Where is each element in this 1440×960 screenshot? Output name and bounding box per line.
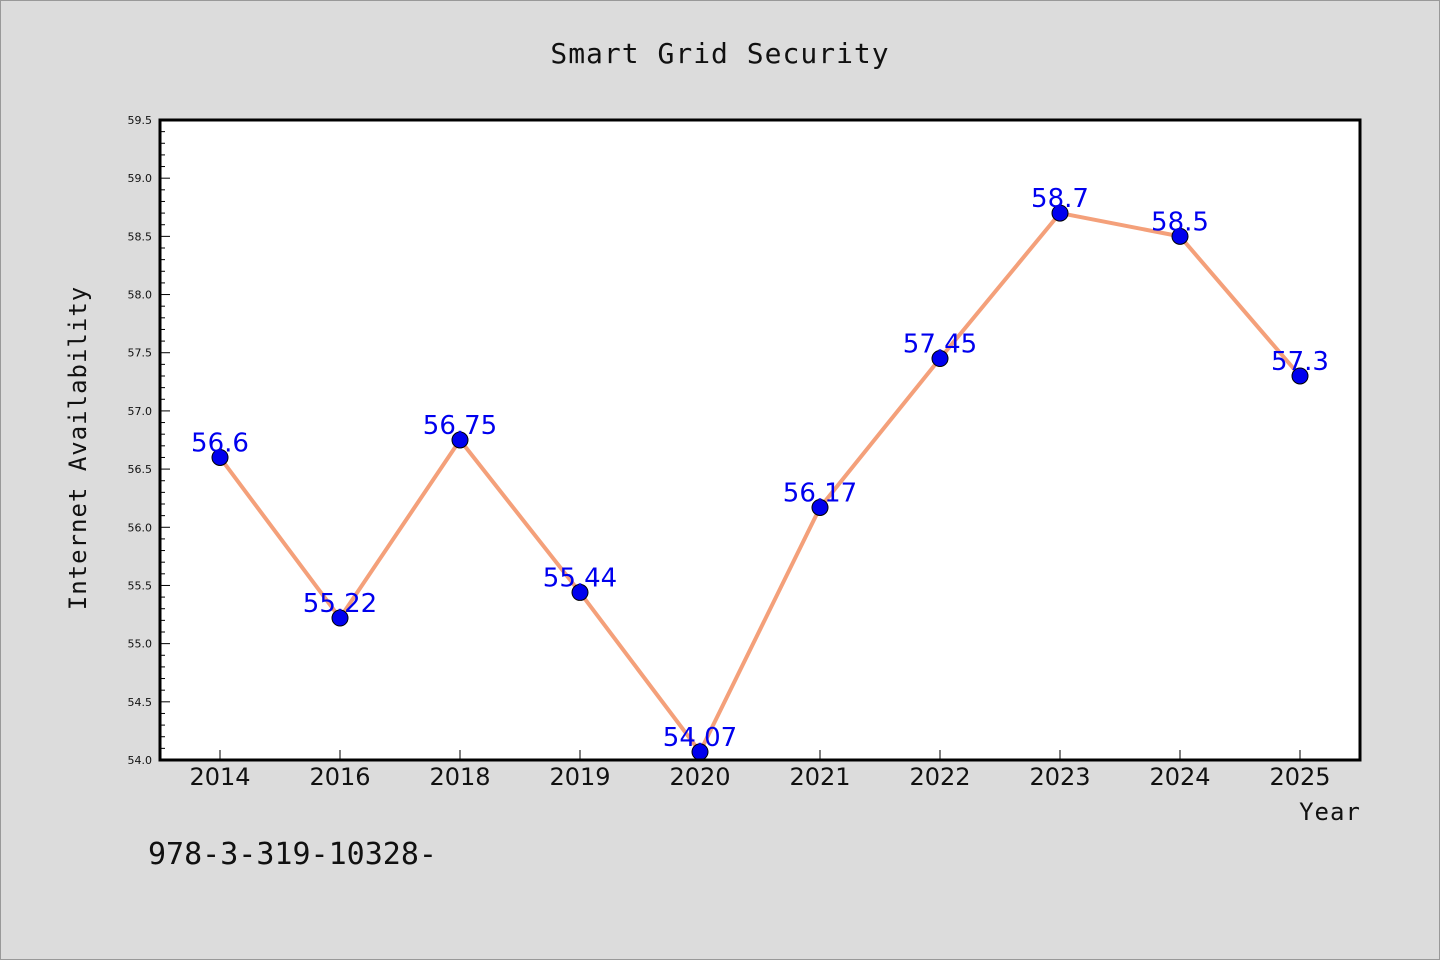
y-tick-label: 57.0	[128, 405, 153, 418]
x-tick-label: 2020	[669, 763, 730, 791]
data-label-group: 56.6 55.22 56.75 55.44 54.07 56.17 57.45 58.7 58…	[191, 184, 1329, 753]
series-line	[218, 211, 1302, 754]
data-point-marker	[211, 448, 229, 466]
data-label: 57.45	[903, 330, 977, 360]
data-point-marker	[451, 431, 469, 449]
data-label: 56.6	[191, 428, 249, 458]
y-axis-title: Internet Availability	[64, 286, 92, 610]
x-tick-label: 2016	[309, 763, 370, 791]
data-label: 55.22	[303, 589, 377, 619]
data-label: 57.3	[1271, 347, 1329, 377]
y-tick-label: 56.5	[128, 463, 153, 476]
y-tick-label: 55.5	[128, 579, 153, 592]
data-label: 58.5	[1151, 207, 1209, 237]
plot-area	[160, 120, 1360, 760]
x-tick-label: 2023	[1029, 763, 1090, 791]
x-tick-label: 2019	[549, 763, 610, 791]
data-point-marker	[331, 609, 349, 627]
data-label: 56.17	[783, 478, 857, 508]
x-axis: 2014 2016 2018 2019 2020 2021 2022 2023 2024 2025	[189, 750, 1331, 791]
data-label: 54.07	[663, 723, 737, 753]
x-tick-label: 2014	[189, 763, 250, 791]
footnote-isbn: 978-3-319-10328-	[148, 837, 437, 872]
x-tick-label: 2025	[1269, 763, 1330, 791]
y-tick-label: 54.5	[128, 696, 153, 709]
y-tick-label: 54.0	[128, 754, 153, 767]
plot-frame	[158, 118, 1362, 762]
data-label: 58.7	[1031, 184, 1089, 214]
y-tick-label: 55.0	[128, 638, 153, 651]
x-tick-label: 2018	[429, 763, 490, 791]
y-tick-label: 57.5	[128, 347, 153, 360]
x-tick-label: 2021	[789, 763, 850, 791]
y-tick-label: 58.0	[128, 289, 153, 302]
x-tick-label: 2024	[1149, 763, 1210, 791]
data-point-marker	[1171, 227, 1189, 245]
data-point-marker	[1291, 367, 1309, 385]
y-tick-label: 56.0	[128, 521, 153, 534]
x-axis-title: Year	[1299, 798, 1361, 826]
chart-title: Smart Grid Security	[550, 37, 889, 70]
data-point-marker	[1051, 204, 1069, 222]
data-point-marker	[931, 350, 949, 368]
data-label: 56.75	[423, 411, 497, 441]
y-tick-label: 58.5	[128, 230, 153, 243]
data-point-marker	[571, 583, 589, 601]
x-tick-label: 2022	[909, 763, 970, 791]
data-label: 55.44	[543, 563, 617, 593]
y-axis: 54.0 54.5 55.0 55.5 56.0 56.5 57.0 57.5 58.0 58.5…	[128, 114, 170, 767]
data-point-marker	[811, 498, 829, 516]
y-tick-label: 59.0	[128, 172, 153, 185]
y-tick-label: 59.5	[128, 114, 153, 127]
series-line-group	[211, 204, 1309, 761]
